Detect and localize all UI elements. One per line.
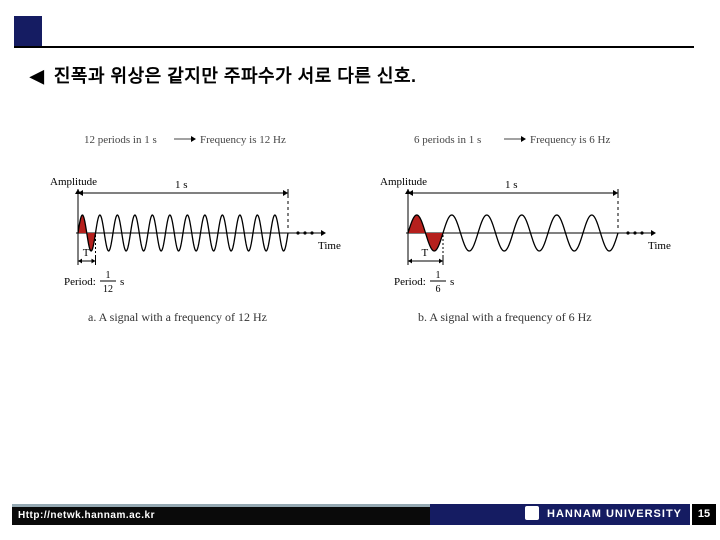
svg-text:Frequency is 12 Hz: Frequency is 12 Hz <box>200 134 286 146</box>
svg-text:Period:: Period: <box>394 276 426 288</box>
svg-text:Period:: Period: <box>64 276 96 288</box>
page-number: 15 <box>692 504 716 525</box>
svg-text:s: s <box>120 276 124 288</box>
svg-text:1: 1 <box>436 270 441 281</box>
title-text: 진폭과 위상은 같지만 주파수가 서로 다른 신호. <box>54 66 417 86</box>
title-bullet: ◀ <box>30 66 44 86</box>
slide-title: ◀ 진폭과 위상은 같지만 주파수가 서로 다른 신호. <box>30 62 417 88</box>
svg-text:12 periods in 1 s: 12 periods in 1 s <box>84 134 157 146</box>
svg-text:Amplitude: Amplitude <box>380 176 427 188</box>
svg-text:Time: Time <box>318 240 341 252</box>
svg-text:T: T <box>83 247 90 259</box>
footer-org-text: HANNAM UNIVERSITY <box>547 508 682 520</box>
footer: Http://netwk.hannam.ac.kr HANNAM UNIVERS… <box>0 504 720 526</box>
footer-org: HANNAM UNIVERSITY <box>430 504 690 525</box>
svg-text:Amplitude: Amplitude <box>50 176 97 188</box>
svg-text:1 s: 1 s <box>175 179 188 191</box>
signals-figure: 12 periods in 1 s Frequency is 12 Hz Ampli… <box>40 115 680 375</box>
figure-area: 12 periods in 1 s Frequency is 12 Hz Ampli… <box>40 115 680 375</box>
svg-text:T: T <box>422 247 429 259</box>
svg-text:6: 6 <box>436 284 441 295</box>
title-rule <box>14 46 694 48</box>
svg-text:1: 1 <box>106 270 111 281</box>
svg-text:12: 12 <box>103 284 113 295</box>
svg-text:6 periods in 1 s: 6 periods in 1 s <box>414 134 481 146</box>
svg-text:1 s: 1 s <box>505 179 518 191</box>
svg-text:b. A signal with a frequency o: b. A signal with a frequency of 6 Hz <box>418 310 592 324</box>
svg-text:Time: Time <box>648 240 671 252</box>
footer-url: Http://netwk.hannam.ac.kr <box>12 507 430 525</box>
university-logo-icon <box>525 506 539 520</box>
svg-text:Frequency is 6 Hz: Frequency is 6 Hz <box>530 134 610 146</box>
svg-text:s: s <box>450 276 454 288</box>
svg-text:a. A signal with a frequency o: a. A signal with a frequency of 12 Hz <box>88 310 267 324</box>
accent-block <box>14 16 42 46</box>
